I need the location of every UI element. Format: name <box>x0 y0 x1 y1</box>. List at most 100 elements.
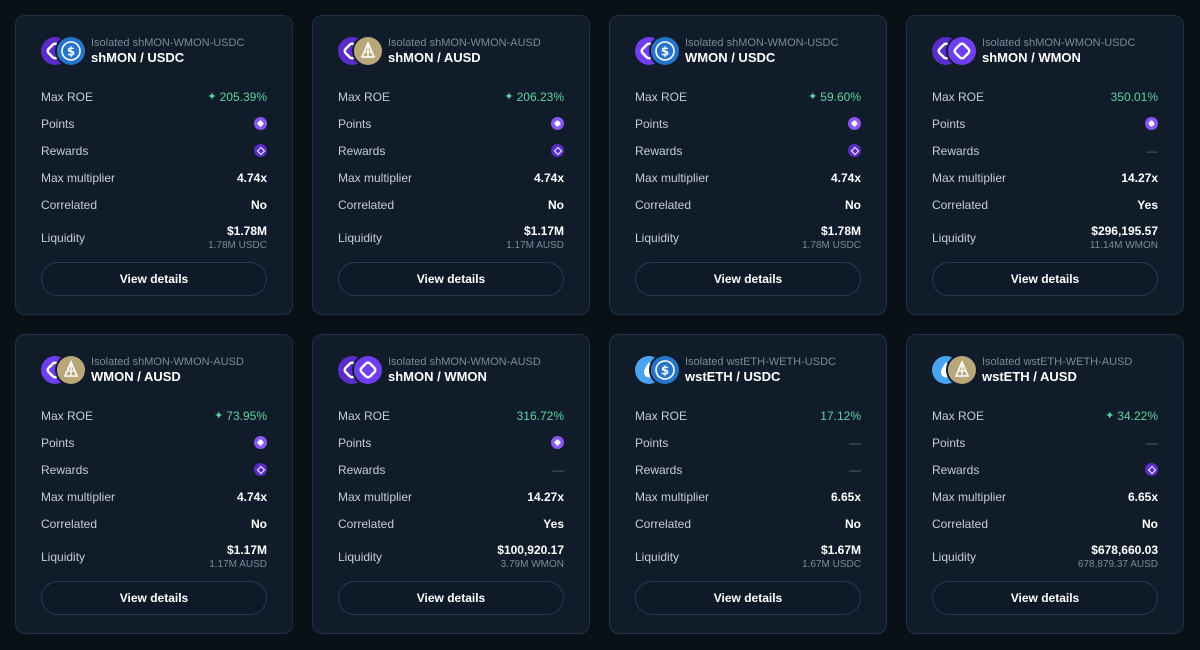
vault-subtitle: Isolated shMON-WMON-AUSD <box>388 37 541 49</box>
vault-title: wstETH / USDC <box>685 369 781 384</box>
correlated-label: Correlated <box>932 516 989 531</box>
rewards-row: Rewards — <box>932 137 1158 164</box>
correlated-label: Correlated <box>41 197 98 212</box>
vault-title: WMON / USDC <box>685 50 776 65</box>
correlated-value: No <box>251 516 267 531</box>
correlated-value: Yes <box>1137 197 1158 212</box>
max-roe-value: ✦ 205.39% <box>207 90 267 104</box>
liquidity-label: Liquidity <box>41 550 86 564</box>
max-roe-row: Max ROE ✦ 205.39% <box>41 83 267 110</box>
liquidity-label: Liquidity <box>932 550 977 564</box>
vault-title: shMON / USDC <box>91 50 185 65</box>
vault-subtitle: Isolated shMON-WMON-USDC <box>91 37 245 49</box>
points-row: Points <box>338 110 564 137</box>
svg-text:$: $ <box>67 45 75 59</box>
max-roe-label: Max ROE <box>635 89 688 104</box>
correlated-row: Correlated Yes <box>338 510 564 537</box>
liquidity-usd: $1.78M <box>820 224 861 238</box>
max-roe-label: Max ROE <box>338 408 391 423</box>
max-roe-value: ✦ 206.23% <box>504 90 564 104</box>
max-multiplier-value: 4.74x <box>236 489 267 504</box>
liquidity-label: Liquidity <box>635 231 680 245</box>
max-roe-row: Max ROE ✦ 34.22% <box>932 402 1158 429</box>
rewards-empty: — <box>849 462 861 477</box>
rewards-row: Rewards <box>932 456 1158 483</box>
points-label: Points <box>932 435 966 450</box>
vault-subtitle: Isolated shMON-WMON-USDC <box>982 37 1136 49</box>
view-details-button[interactable]: View details <box>932 262 1158 296</box>
rewards-badge-icon[interactable] <box>1145 463 1158 476</box>
vault-card: Isolated shMON-WMON-AUSD shMON / AUSD Ma… <box>312 15 590 315</box>
rewards-badge-icon[interactable] <box>254 144 267 157</box>
liquidity-label: Liquidity <box>41 231 86 245</box>
liquidity-usd: $1.17M <box>523 224 564 238</box>
roe-text: 316.72% <box>516 408 564 423</box>
view-details-button[interactable]: View details <box>41 581 267 615</box>
max-multiplier-row: Max multiplier 14.27x <box>338 483 564 510</box>
liquidity-amount: 1.78M USDC <box>208 240 267 251</box>
token-pair-icons <box>41 356 85 384</box>
card-header: $ Isolated shMON-WMON-USDC shMON / USDC <box>41 36 267 66</box>
vault-card: Isolated wstETH-WETH-AUSD wstETH / AUSD … <box>906 334 1184 634</box>
max-roe-row: Max ROE 17.12% <box>635 402 861 429</box>
liquidity-amount: 1.17M AUSD <box>209 559 267 570</box>
liquidity-row: Liquidity $1.78M 1.78M USDC <box>41 218 267 258</box>
roe-text: 350.01% <box>1110 89 1158 104</box>
rewards-row: Rewards <box>635 137 861 164</box>
view-details-button[interactable]: View details <box>338 262 564 296</box>
rewards-badge-icon[interactable] <box>848 144 861 157</box>
usdc-icon: $ <box>57 37 85 65</box>
points-label: Points <box>338 435 372 450</box>
rewards-label: Rewards <box>41 462 89 477</box>
rewards-badge-icon[interactable] <box>551 144 564 157</box>
view-details-button[interactable]: View details <box>338 581 564 615</box>
max-multiplier-value: 14.27x <box>527 489 564 504</box>
view-details-button[interactable]: View details <box>635 262 861 296</box>
liquidity-row: Liquidity $1.67M 1.67M USDC <box>635 537 861 577</box>
vault-card: Isolated shMON-WMON-AUSD WMON / AUSD Max… <box>15 334 293 634</box>
points-badge-icon[interactable] <box>551 117 564 130</box>
max-multiplier-label: Max multiplier <box>932 170 1007 185</box>
max-roe-row: Max ROE ✦ 73.95% <box>41 402 267 429</box>
liquidity-label: Liquidity <box>635 550 680 564</box>
rewards-badge-icon[interactable] <box>254 463 267 476</box>
view-details-button[interactable]: View details <box>932 581 1158 615</box>
svg-text:$: $ <box>661 45 669 59</box>
vault-subtitle: Isolated shMON-WMON-AUSD <box>91 356 244 368</box>
points-badge-icon[interactable] <box>1145 117 1158 130</box>
correlated-row: Correlated No <box>932 510 1158 537</box>
liquidity-label: Liquidity <box>338 231 383 245</box>
correlated-row: Correlated No <box>635 510 861 537</box>
vault-title: shMON / WMON <box>388 369 487 384</box>
token-pair-icons <box>932 37 976 65</box>
max-roe-label: Max ROE <box>41 408 94 423</box>
points-label: Points <box>41 435 75 450</box>
points-empty: — <box>1146 435 1158 450</box>
correlated-row: Correlated No <box>41 510 267 537</box>
points-badge-icon[interactable] <box>254 117 267 130</box>
points-badge-icon[interactable] <box>551 436 564 449</box>
liquidity-amount: 1.78M USDC <box>802 240 861 251</box>
correlated-label: Correlated <box>635 516 692 531</box>
max-roe-label: Max ROE <box>932 408 985 423</box>
max-multiplier-label: Max multiplier <box>338 170 413 185</box>
points-label: Points <box>338 116 372 131</box>
points-row: Points <box>41 429 267 456</box>
rewards-row: Rewards <box>41 456 267 483</box>
view-details-button[interactable]: View details <box>635 581 861 615</box>
liquidity-usd: $100,920.17 <box>497 543 564 557</box>
points-badge-icon[interactable] <box>848 117 861 130</box>
view-details-button[interactable]: View details <box>41 262 267 296</box>
correlated-value: No <box>548 197 564 212</box>
max-multiplier-value: 4.74x <box>533 170 564 185</box>
max-roe-label: Max ROE <box>41 89 94 104</box>
max-roe-value: 316.72% <box>517 409 564 423</box>
token-pair-icons <box>932 356 976 384</box>
max-multiplier-row: Max multiplier 14.27x <box>932 164 1158 191</box>
roe-text: 59.60% <box>820 89 861 104</box>
usdc-icon: $ <box>651 356 679 384</box>
max-multiplier-value: 4.74x <box>236 170 267 185</box>
liquidity-row: Liquidity $100,920.17 3.79M WMON <box>338 537 564 577</box>
points-badge-icon[interactable] <box>254 436 267 449</box>
vault-subtitle: Isolated shMON-WMON-USDC <box>685 37 839 49</box>
